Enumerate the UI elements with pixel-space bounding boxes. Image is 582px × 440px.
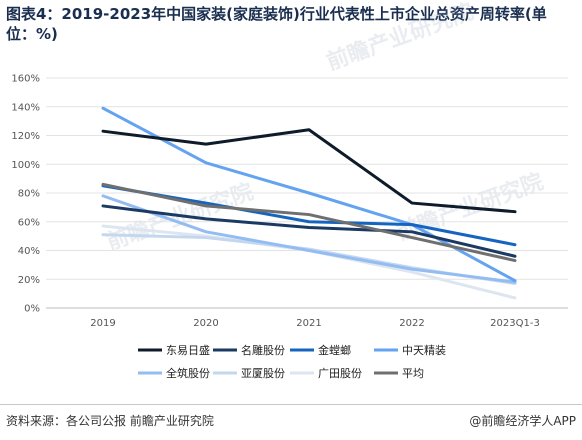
x-tick-label: 2019 <box>90 318 115 329</box>
brand-credit: @前瞻经济学人APP <box>469 414 576 428</box>
x-tick-label: 2021 <box>296 318 321 329</box>
legend-label: 全筑股份 <box>166 366 210 380</box>
series-line <box>101 128 517 214</box>
x-tick-label: 2022 <box>399 318 424 329</box>
legend-label: 名雕股份 <box>241 343 285 357</box>
y-tick-label: 40% <box>18 246 40 257</box>
series-lines <box>101 106 517 300</box>
x-axis: 2019 2020 2021 2022 2023Q1-3 <box>46 307 568 329</box>
series-line <box>101 194 517 284</box>
source-note: 资料来源：各公司公报 前瞻产业研究院 <box>6 414 214 428</box>
y-axis: 0% 20% 40% 60% 80% 100% 120% 140% 160% <box>11 74 40 315</box>
y-tick-label: 80% <box>18 189 40 200</box>
series-line <box>101 106 517 283</box>
x-tick-label: 2020 <box>193 318 218 329</box>
legend-label: 平均 <box>402 367 424 380</box>
legend-label: 金螳螂 <box>318 343 351 357</box>
legend-label: 东易日盛 <box>166 343 210 357</box>
legend-label: 亚厦股份 <box>241 367 285 380</box>
y-tick-label: 100% <box>11 160 40 171</box>
y-tick-label: 20% <box>18 275 40 286</box>
y-tick-label: 160% <box>11 74 40 85</box>
series-line <box>101 182 517 263</box>
y-tick-label: 0% <box>24 304 40 315</box>
series-line <box>101 204 517 258</box>
y-tick-label: 120% <box>11 131 40 142</box>
x-tick-label: 2023Q1-3 <box>490 318 540 329</box>
watermark-text: 前瞻产业研究院 <box>323 0 477 76</box>
footer-divider <box>0 404 582 405</box>
legend-label: 广田股份 <box>318 367 362 380</box>
y-tick-label: 140% <box>11 102 40 113</box>
legend-label: 中天精装 <box>402 344 446 357</box>
y-tick-label: 60% <box>18 217 40 228</box>
chart-title: 图表4：2019-2023年中国家装(家庭装饰)行业代表性上市企业总资产周转率(… <box>6 5 547 43</box>
